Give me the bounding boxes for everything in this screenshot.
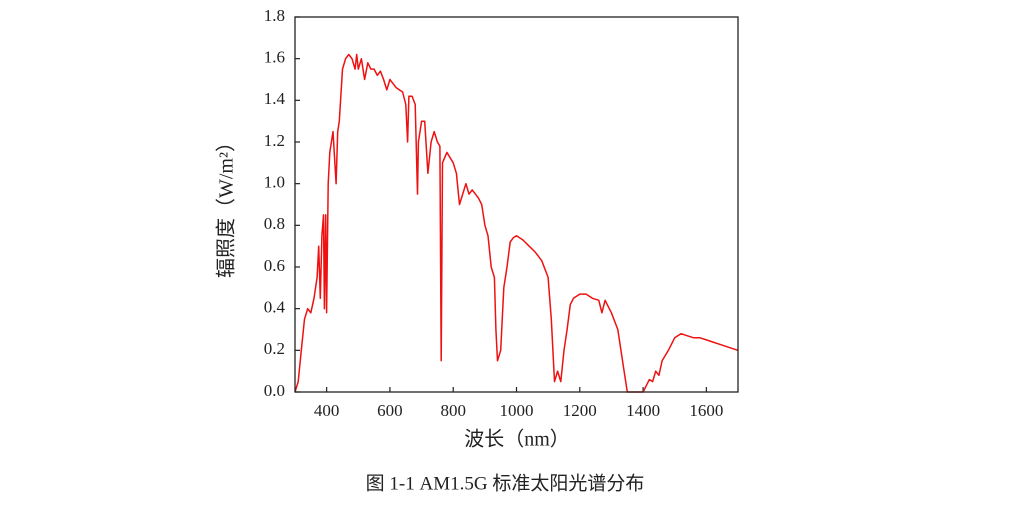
x-tick-label: 1400 <box>626 401 660 420</box>
x-axis-title: 波长（nm） <box>464 428 570 451</box>
x-tick-label: 1600 <box>689 401 723 420</box>
y-tick-label: 1.0 <box>264 173 285 192</box>
y-tick-label: 0.6 <box>264 256 285 275</box>
y-tick-label: 1.4 <box>264 89 286 108</box>
y-tick-label: 1.2 <box>264 131 285 150</box>
y-tick-label: 0.8 <box>264 214 285 233</box>
y-tick-label: 1.8 <box>264 6 285 25</box>
x-tick-label: 400 <box>314 401 340 420</box>
x-tick-label: 600 <box>377 401 403 420</box>
caption: 图 1-1 AM1.5G 标准太阳光谱分布 <box>366 472 645 494</box>
x-tick-label: 1200 <box>563 401 597 420</box>
y-axis-title: 辐照度（W/m²） <box>215 132 238 278</box>
y-tick-label: 0.4 <box>264 298 286 317</box>
x-tick-label: 1000 <box>500 401 534 420</box>
y-tick-label: 1.6 <box>264 48 285 67</box>
y-tick-label: 0.2 <box>264 339 285 358</box>
spectrum-line <box>294 53 739 393</box>
plot-frame <box>294 16 739 393</box>
y-tick-label: 0.0 <box>264 381 285 400</box>
x-tick-label: 800 <box>440 401 466 420</box>
